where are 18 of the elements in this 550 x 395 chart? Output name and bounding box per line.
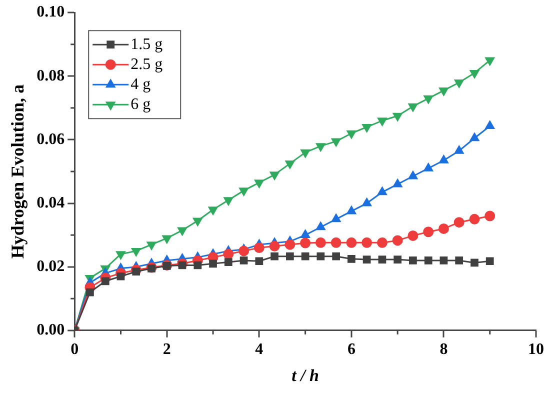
x-tick-label: 8	[440, 341, 448, 358]
y-axis-title: Hydrogen Evolution, a	[7, 84, 28, 259]
legend-label: 6 g	[130, 96, 151, 113]
x-tick-label: 6	[347, 341, 356, 358]
x-tick-label: 0	[70, 341, 79, 358]
legend-label: 4 g	[130, 76, 151, 93]
legend-label: 2.5 g	[130, 56, 163, 73]
y-tick-label: 0.00	[36, 322, 65, 339]
x-axis-title: t / h	[292, 366, 320, 386]
x-tick-label: 4	[255, 341, 264, 358]
x-tick-label: 2	[162, 341, 171, 358]
y-tick-label: 0.06	[36, 130, 65, 148]
y-tick-label: 0.08	[36, 67, 65, 84]
x-tick-label: 10	[528, 341, 544, 358]
y-tick-label: 0.02	[36, 258, 65, 275]
y-tick-label: 0.04	[36, 194, 65, 212]
y-tick-label: 0.10	[36, 4, 65, 21]
legend-label: 1.5 g	[130, 36, 163, 53]
